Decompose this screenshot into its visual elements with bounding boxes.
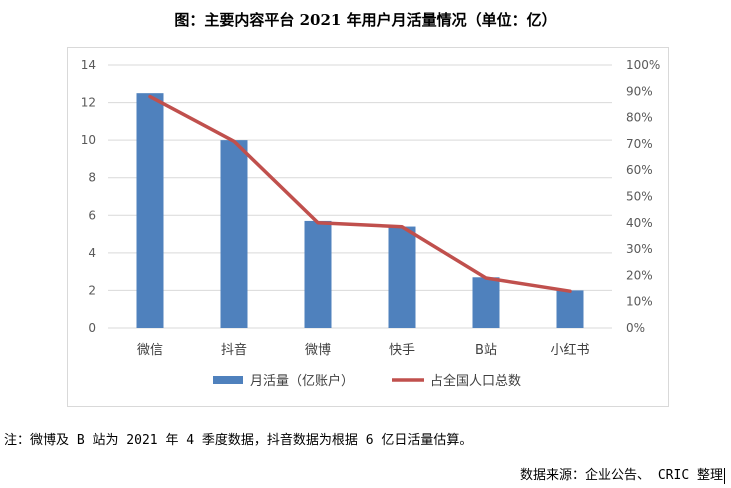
bars bbox=[136, 93, 584, 328]
chart-title: 图：主要内容平台 2021 年用户月活量情况（单位：亿） bbox=[174, 11, 557, 29]
gridlines bbox=[108, 64, 612, 329]
y-right-tick-label: 20% bbox=[626, 268, 653, 282]
bar bbox=[304, 220, 332, 328]
y-left-tick-label: 8 bbox=[88, 171, 96, 185]
y-left-tick-label: 0 bbox=[88, 321, 96, 335]
bar bbox=[220, 140, 248, 328]
legend-label-line: 占全国人口总数 bbox=[430, 373, 521, 389]
y-right-tick-label: 30% bbox=[626, 242, 653, 256]
y-right-tick-label: 80% bbox=[626, 111, 653, 125]
source-text: 数据来源：企业公告、 CRIC 整理 bbox=[520, 464, 725, 484]
line-path bbox=[148, 94, 572, 293]
bar bbox=[136, 93, 164, 328]
y-left-tick-label: 2 bbox=[88, 283, 96, 297]
footnote: 注：微博及 B 站为 2021 年 4 季度数据，抖音数据为根据 6 亿日活量估… bbox=[4, 433, 473, 448]
legend-label-bar: 月活量（亿账户） bbox=[250, 373, 354, 389]
y-right-tick-label: 0% bbox=[626, 321, 645, 335]
y-right-tick-label: 50% bbox=[626, 190, 653, 204]
x-tick-label: B站 bbox=[475, 343, 497, 358]
x-tick-label: 微博 bbox=[305, 343, 331, 358]
line-series bbox=[148, 94, 572, 293]
y-right-tick-label: 90% bbox=[626, 84, 653, 98]
y-left-tick-label: 4 bbox=[88, 246, 96, 260]
y-left-tick-label: 14 bbox=[81, 58, 96, 72]
chart-frame bbox=[67, 47, 669, 407]
text-cursor bbox=[724, 467, 725, 484]
x-tick-label: 小红书 bbox=[550, 342, 589, 358]
y-left-tick-label: 12 bbox=[81, 96, 96, 110]
y-left-tick-label: 6 bbox=[88, 208, 96, 222]
axes: 0 2 4 6 8 10 12 14 0% 10% 20% 30% 40% 50% 60% 70% 80% 90%… bbox=[81, 58, 661, 358]
x-tick-label: 快手 bbox=[389, 343, 415, 358]
legend-swatch-bar bbox=[213, 376, 243, 384]
bar bbox=[388, 226, 416, 328]
source-label: 数据来源：企业公告、 CRIC 整理 bbox=[520, 468, 723, 483]
y-right-tick-label: 60% bbox=[626, 163, 653, 177]
y-right-tick-label: 40% bbox=[626, 216, 653, 230]
y-right-tick-label: 70% bbox=[626, 137, 653, 151]
y-left-tick-label: 10 bbox=[81, 133, 96, 147]
x-tick-label: 微信 bbox=[137, 343, 163, 358]
bar bbox=[472, 277, 500, 328]
y-right-tick-label: 10% bbox=[626, 295, 653, 309]
bar bbox=[556, 290, 584, 328]
legend: 月活量（亿账户） 占全国人口总数 bbox=[213, 373, 521, 389]
x-tick-label: 抖音 bbox=[221, 342, 247, 358]
y-right-tick-label: 100% bbox=[626, 58, 660, 72]
